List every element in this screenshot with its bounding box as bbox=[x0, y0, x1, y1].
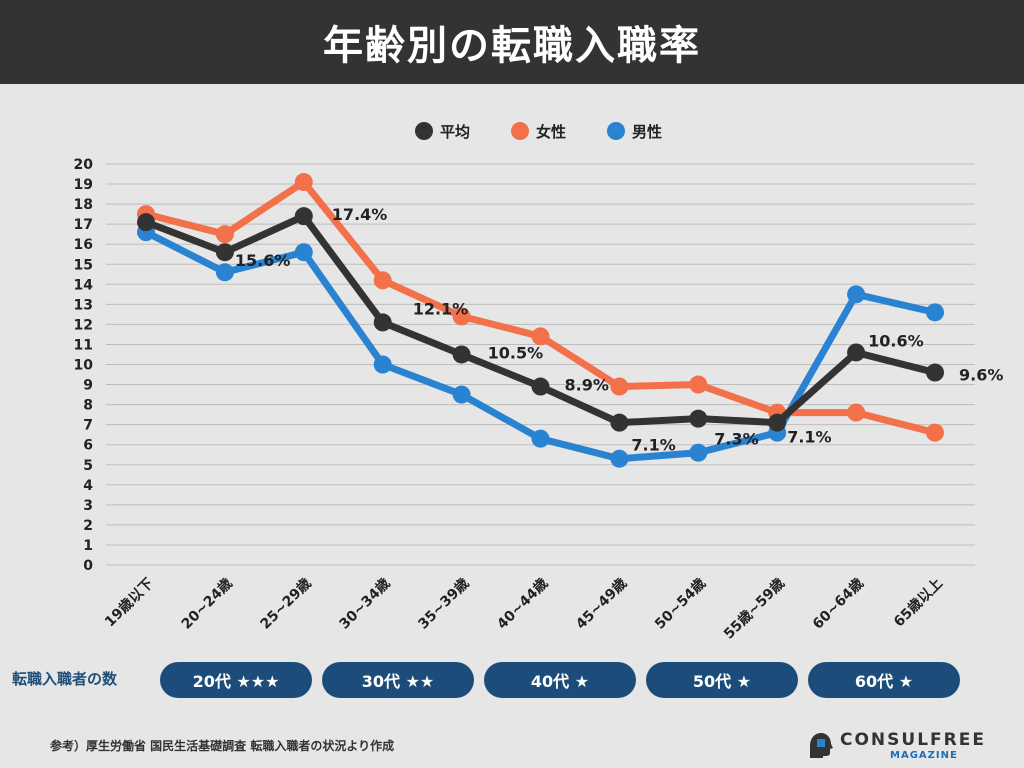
count-pill-20s: 20代 ★★★ bbox=[160, 662, 312, 698]
legend-label: 女性 bbox=[536, 123, 566, 141]
data-point bbox=[531, 377, 550, 396]
data-label: 7.1% bbox=[631, 436, 675, 455]
data-point bbox=[452, 307, 471, 326]
data-point bbox=[689, 443, 708, 462]
data-point bbox=[294, 173, 313, 192]
y-tick-label: 6 bbox=[83, 438, 93, 454]
data-label: 12.1% bbox=[413, 299, 469, 318]
y-tick-label: 5 bbox=[83, 458, 93, 474]
data-point bbox=[847, 343, 866, 362]
data-point bbox=[610, 449, 629, 468]
source-note: 参考）厚生労働省 国民生活基礎調査 転職入職者の状況より作成 bbox=[50, 739, 395, 753]
legend-marker bbox=[415, 122, 433, 140]
legend-label: 平均 bbox=[440, 123, 470, 141]
legend-marker bbox=[511, 122, 529, 140]
x-axis-ticks: 19歳以下 20~24歳 25~29歳 30~34歳 35~39歳 40~44歳 45~49… bbox=[101, 575, 945, 643]
legend-label: 男性 bbox=[632, 123, 662, 141]
data-point bbox=[215, 263, 234, 282]
data-labels: 15.6% 17.4% 12.1% 10.5% 8.9% 7.1% 7.3% 7.1% 10.6… bbox=[235, 205, 1003, 455]
data-label: 9.6% bbox=[959, 366, 1003, 385]
data-label: 17.4% bbox=[332, 205, 388, 224]
x-tick-label: 35~39歳 bbox=[415, 575, 473, 633]
y-tick-label: 17 bbox=[74, 217, 93, 233]
x-tick-label: 60~64歳 bbox=[809, 575, 867, 633]
y-tick-label: 11 bbox=[74, 337, 93, 353]
y-tick-label: 8 bbox=[83, 398, 93, 414]
y-tick-label: 12 bbox=[74, 317, 93, 333]
head-icon bbox=[810, 733, 833, 758]
data-label: 7.1% bbox=[787, 428, 831, 447]
data-label: 15.6% bbox=[235, 251, 291, 270]
data-point bbox=[847, 403, 866, 422]
y-tick-label: 20 bbox=[74, 157, 94, 173]
data-point bbox=[926, 303, 944, 322]
data-point bbox=[926, 363, 944, 382]
page-title: 年齢別の転職入職率 bbox=[323, 23, 701, 69]
y-tick-label: 3 bbox=[83, 498, 93, 514]
count-pill-40s: 40代 ★ bbox=[484, 662, 636, 698]
line-chart: 平均 女性 男性 01234567891011121314151617181920 … bbox=[74, 122, 1003, 643]
y-tick-label: 9 bbox=[83, 378, 93, 394]
y-tick-label: 10 bbox=[74, 358, 94, 374]
x-tick-label: 30~34歳 bbox=[336, 575, 394, 633]
x-tick-label: 19歳以下 bbox=[101, 575, 156, 630]
data-point bbox=[452, 385, 471, 404]
x-tick-label: 25~29歳 bbox=[257, 575, 315, 633]
data-label: 8.9% bbox=[565, 376, 609, 395]
data-point bbox=[610, 413, 629, 432]
data-point bbox=[137, 213, 155, 232]
x-tick-label: 20~24歳 bbox=[178, 575, 236, 633]
data-point bbox=[452, 345, 471, 364]
legend-marker bbox=[607, 122, 625, 140]
y-tick-label: 18 bbox=[74, 197, 93, 213]
data-point bbox=[610, 377, 629, 396]
data-point bbox=[847, 285, 866, 304]
data-label: 10.6% bbox=[868, 331, 924, 350]
data-point bbox=[689, 409, 708, 428]
logo-subtitle: MAGAZINE bbox=[890, 750, 958, 761]
x-tick-label: 50~54歳 bbox=[651, 575, 709, 633]
data-point bbox=[689, 375, 708, 394]
y-tick-label: 7 bbox=[83, 418, 93, 434]
y-tick-label: 13 bbox=[74, 297, 93, 313]
counts-label: 転職入職者の数 bbox=[12, 670, 118, 688]
logo-title: CONSULFREE bbox=[840, 730, 986, 750]
y-tick-label: 19 bbox=[74, 177, 93, 193]
count-pill-60s: 60代 ★ bbox=[808, 662, 960, 698]
chart-grid bbox=[106, 163, 975, 566]
data-point bbox=[373, 271, 392, 290]
data-point bbox=[215, 225, 234, 244]
x-tick-label: 65歳以上 bbox=[890, 575, 945, 630]
data-label: 10.5% bbox=[488, 343, 544, 362]
data-point bbox=[373, 313, 392, 332]
y-tick-label: 1 bbox=[83, 538, 93, 554]
chart-legend: 平均 女性 男性 bbox=[415, 122, 662, 141]
data-point bbox=[215, 243, 234, 262]
x-tick-label: 45~49歳 bbox=[572, 575, 630, 633]
data-point bbox=[531, 327, 550, 346]
title-banner: 年齢別の転職入職率 bbox=[0, 0, 1024, 84]
y-tick-label: 0 bbox=[83, 558, 93, 574]
data-point bbox=[926, 423, 944, 442]
chart-series bbox=[137, 173, 944, 468]
data-point bbox=[294, 243, 313, 262]
count-pill-50s: 50代 ★ bbox=[646, 662, 798, 698]
data-point bbox=[373, 355, 392, 374]
data-label: 7.3% bbox=[714, 430, 758, 449]
y-tick-label: 4 bbox=[83, 478, 93, 494]
x-tick-label: 55歳~59歳 bbox=[720, 575, 788, 643]
y-tick-label: 15 bbox=[74, 257, 93, 273]
data-point bbox=[294, 207, 313, 226]
y-tick-label: 14 bbox=[74, 277, 94, 293]
brand-logo: CONSULFREE MAGAZINE bbox=[806, 728, 1016, 762]
y-tick-label: 16 bbox=[74, 237, 93, 253]
count-pill-30s: 30代 ★★ bbox=[322, 662, 474, 698]
data-point bbox=[768, 413, 787, 432]
data-point bbox=[531, 429, 550, 448]
x-tick-label: 40~44歳 bbox=[494, 575, 552, 633]
y-tick-label: 2 bbox=[83, 518, 93, 534]
